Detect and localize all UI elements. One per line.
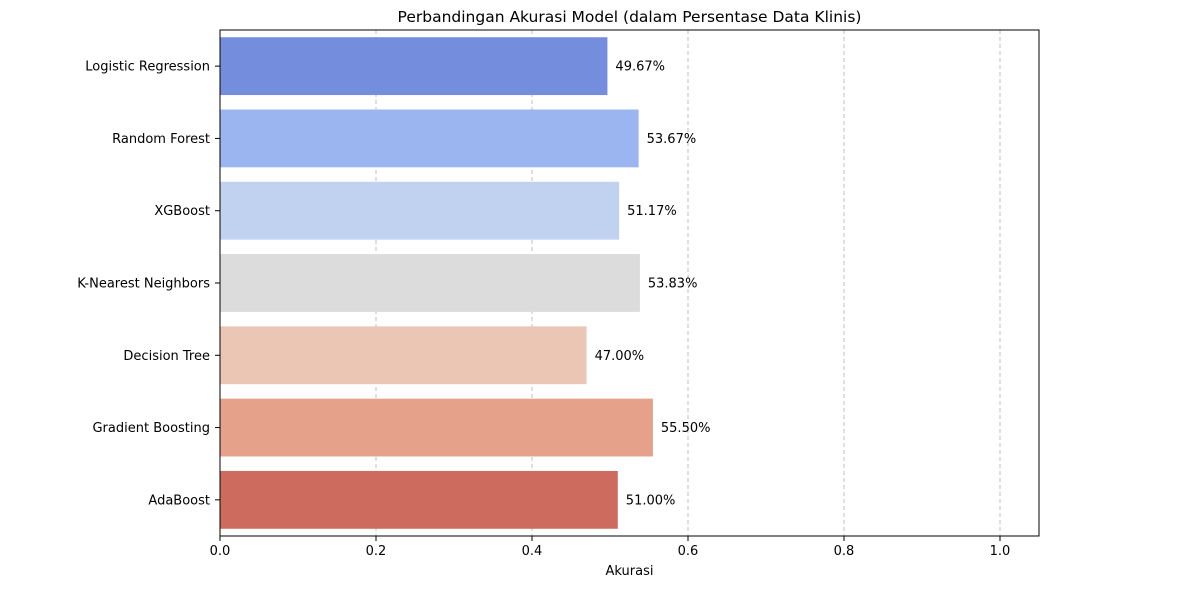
data-label: 53.83% <box>648 277 698 292</box>
y-tick-label: AdaBoost <box>148 493 210 508</box>
chart-title: Perbandingan Akurasi Model (dalam Persen… <box>398 8 862 26</box>
bar <box>220 37 608 96</box>
data-label: 55.50% <box>661 421 711 436</box>
bar <box>220 109 639 168</box>
x-tick-label: 1.0 <box>990 544 1011 559</box>
data-label: 49.67% <box>615 60 665 75</box>
x-tick-label: 0.4 <box>522 544 543 559</box>
y-tick-label: Random Forest <box>112 132 210 147</box>
data-label: 51.00% <box>626 493 676 508</box>
bar <box>220 470 618 529</box>
x-axis-label: Akurasi <box>606 564 654 579</box>
y-tick-label: XGBoost <box>154 204 210 219</box>
y-tick-label: K-Nearest Neighbors <box>77 277 210 292</box>
bar <box>220 181 620 240</box>
x-axis-ticks: 0.0 0.2 0.4 0.6 0.8 1.0 <box>210 536 1011 559</box>
data-label: 47.00% <box>595 349 645 364</box>
plot-frame <box>219 29 1040 537</box>
x-tick-label: 0.8 <box>834 544 855 559</box>
y-tick-label: Logistic Regression <box>85 60 210 75</box>
bars <box>220 37 653 529</box>
x-tick-label: 0.2 <box>366 544 387 559</box>
x-tick-label: 0.6 <box>678 544 699 559</box>
x-tick-label: 0.0 <box>210 544 231 559</box>
data-label: 51.17% <box>627 204 677 219</box>
y-axis-ticks: Logistic Regression Random Forest XGBoost K… <box>77 60 220 508</box>
bar <box>220 398 653 457</box>
y-tick-label: Decision Tree <box>123 349 210 364</box>
y-tick-label: Gradient Boosting <box>92 421 210 436</box>
data-labels: 49.67% 53.67% 51.17% 53.83% 47.00% 55.50% 51.0… <box>595 60 711 509</box>
bar <box>220 326 587 385</box>
bar <box>220 254 640 312</box>
data-label: 53.67% <box>647 132 697 147</box>
